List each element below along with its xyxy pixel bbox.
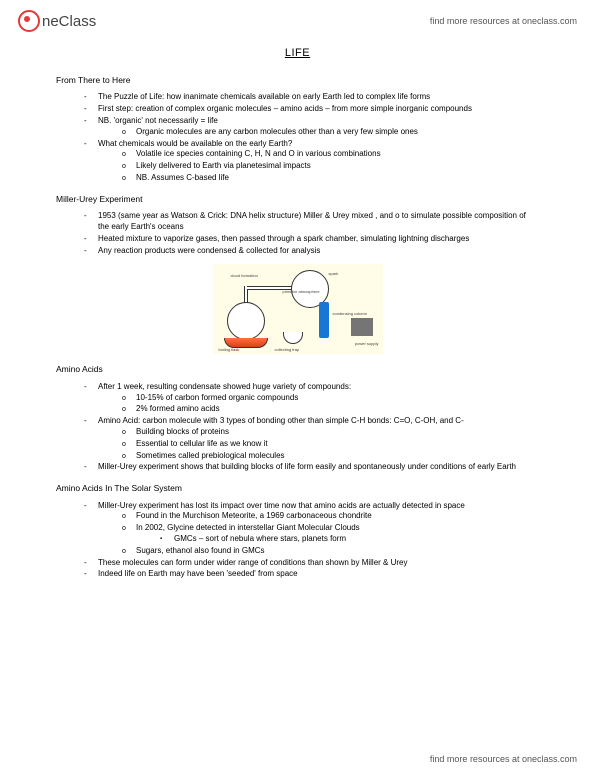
list-item-text: Miller-Urey experiment shows that buildi… <box>98 462 516 471</box>
list-item: Essential to cellular life as we know it <box>122 439 539 450</box>
list-item: Sometimes called prebiological molecules <box>122 451 539 462</box>
list-item-text: Building blocks of proteins <box>136 427 229 436</box>
footer-link[interactable]: find more resources at oneclass.com <box>430 754 577 764</box>
list-item: What chemicals would be available on the… <box>84 139 539 184</box>
list-item: Miller-Urey experiment shows that buildi… <box>84 462 539 473</box>
list-item: Found in the Murchison Meteorite, a 1969… <box>122 511 539 522</box>
list-item-text: Volatile ice species containing C, H, N … <box>136 149 381 158</box>
list-item-text: Found in the Murchison Meteorite, a 1969… <box>136 511 372 520</box>
list-item: 2% formed amino acids <box>122 404 539 415</box>
list-item: Indeed life on Earth may have been 'seed… <box>84 569 539 580</box>
list-item: Heated mixture to vaporize gases, then p… <box>84 234 539 245</box>
list-item-text: These molecules can form under wider ran… <box>98 558 407 567</box>
list-item: Miller-Urey experiment has lost its impa… <box>84 501 539 557</box>
section-heading: Miller-Urey Experiment <box>56 194 539 205</box>
list-item: Amino Acid: carbon molecule with 3 types… <box>84 416 539 461</box>
list-item-text: Miller-Urey experiment has lost its impa… <box>98 501 465 510</box>
list-item-text: Heated mixture to vaporize gases, then p… <box>98 234 469 243</box>
document-content: LIFE From There to Here The Puzzle of Lif… <box>0 38 595 580</box>
list-item-text: Amino Acid: carbon molecule with 3 types… <box>98 416 464 425</box>
list-item-text: Indeed life on Earth may have been 'seed… <box>98 569 298 578</box>
section-heading: Amino Acids <box>56 364 539 375</box>
list-item-text: Sugars, ethanol also found in GMCs <box>136 546 265 555</box>
list-item: Sugars, ethanol also found in GMCs <box>122 546 539 557</box>
list-item: GMCs – sort of nebula where stars, plane… <box>160 534 539 545</box>
list-item-text: 2% formed amino acids <box>136 404 220 413</box>
list-item: Organic molecules are any carbon molecul… <box>122 127 539 138</box>
list-item: The Puzzle of Life: how inanimate chemic… <box>84 92 539 103</box>
list-item: Volatile ice species containing C, H, N … <box>122 149 539 160</box>
list-item-text: What chemicals would be available on the… <box>98 139 292 148</box>
list-item: NB. Assumes C-based life <box>122 173 539 184</box>
list-item-text: In 2002, Glycine detected in interstella… <box>136 523 360 532</box>
list-item-text: The Puzzle of Life: how inanimate chemic… <box>98 92 430 101</box>
list-item-text: After 1 week, resulting condensate showe… <box>98 382 351 391</box>
list-item: Building blocks of proteins <box>122 427 539 438</box>
list-item-text: GMCs – sort of nebula where stars, plane… <box>174 534 346 543</box>
list-item: 1953 (same year as Watson & Crick: DNA h… <box>84 211 539 233</box>
list-item: NB. 'organic' not necessarily = life Orga… <box>84 116 539 138</box>
header-link[interactable]: find more resources at oneclass.com <box>430 16 577 26</box>
page-header: neClass find more resources at oneclass.… <box>0 0 595 38</box>
list-item-text: NB. Assumes C-based life <box>136 173 229 182</box>
list-item-text: Any reaction products were condensed & c… <box>98 246 320 255</box>
list-item-text: 10-15% of carbon formed organic compound… <box>136 393 298 402</box>
list-item: 10-15% of carbon formed organic compound… <box>122 393 539 404</box>
list-item-text: Essential to cellular life as we know it <box>136 439 268 448</box>
list-item-text: First step: creation of complex organic … <box>98 104 472 113</box>
list-item: Likely delivered to Earth via planetesim… <box>122 161 539 172</box>
logo: neClass <box>18 10 96 32</box>
page-title: LIFE <box>56 46 539 61</box>
list-item: Any reaction products were condensed & c… <box>84 246 539 257</box>
logo-icon <box>18 10 40 32</box>
experiment-diagram: boiling flaskcollecting trapcondensing c… <box>56 264 539 354</box>
section-heading: From There to Here <box>56 75 539 86</box>
logo-text: neClass <box>42 13 96 30</box>
list-item-text: Organic molecules are any carbon molecul… <box>136 127 418 136</box>
section-heading: Amino Acids In The Solar System <box>56 483 539 494</box>
list-item: First step: creation of complex organic … <box>84 104 539 115</box>
list-item-text: 1953 (same year as Watson & Crick: DNA h… <box>98 211 526 231</box>
list-item-text: Sometimes called prebiological molecules <box>136 451 285 460</box>
list-item: In 2002, Glycine detected in interstella… <box>122 523 539 545</box>
list-item: After 1 week, resulting condensate showe… <box>84 382 539 415</box>
list-item: These molecules can form under wider ran… <box>84 558 539 569</box>
list-item-text: Likely delivered to Earth via planetesim… <box>136 161 311 170</box>
list-item-text: NB. 'organic' not necessarily = life <box>98 116 218 125</box>
